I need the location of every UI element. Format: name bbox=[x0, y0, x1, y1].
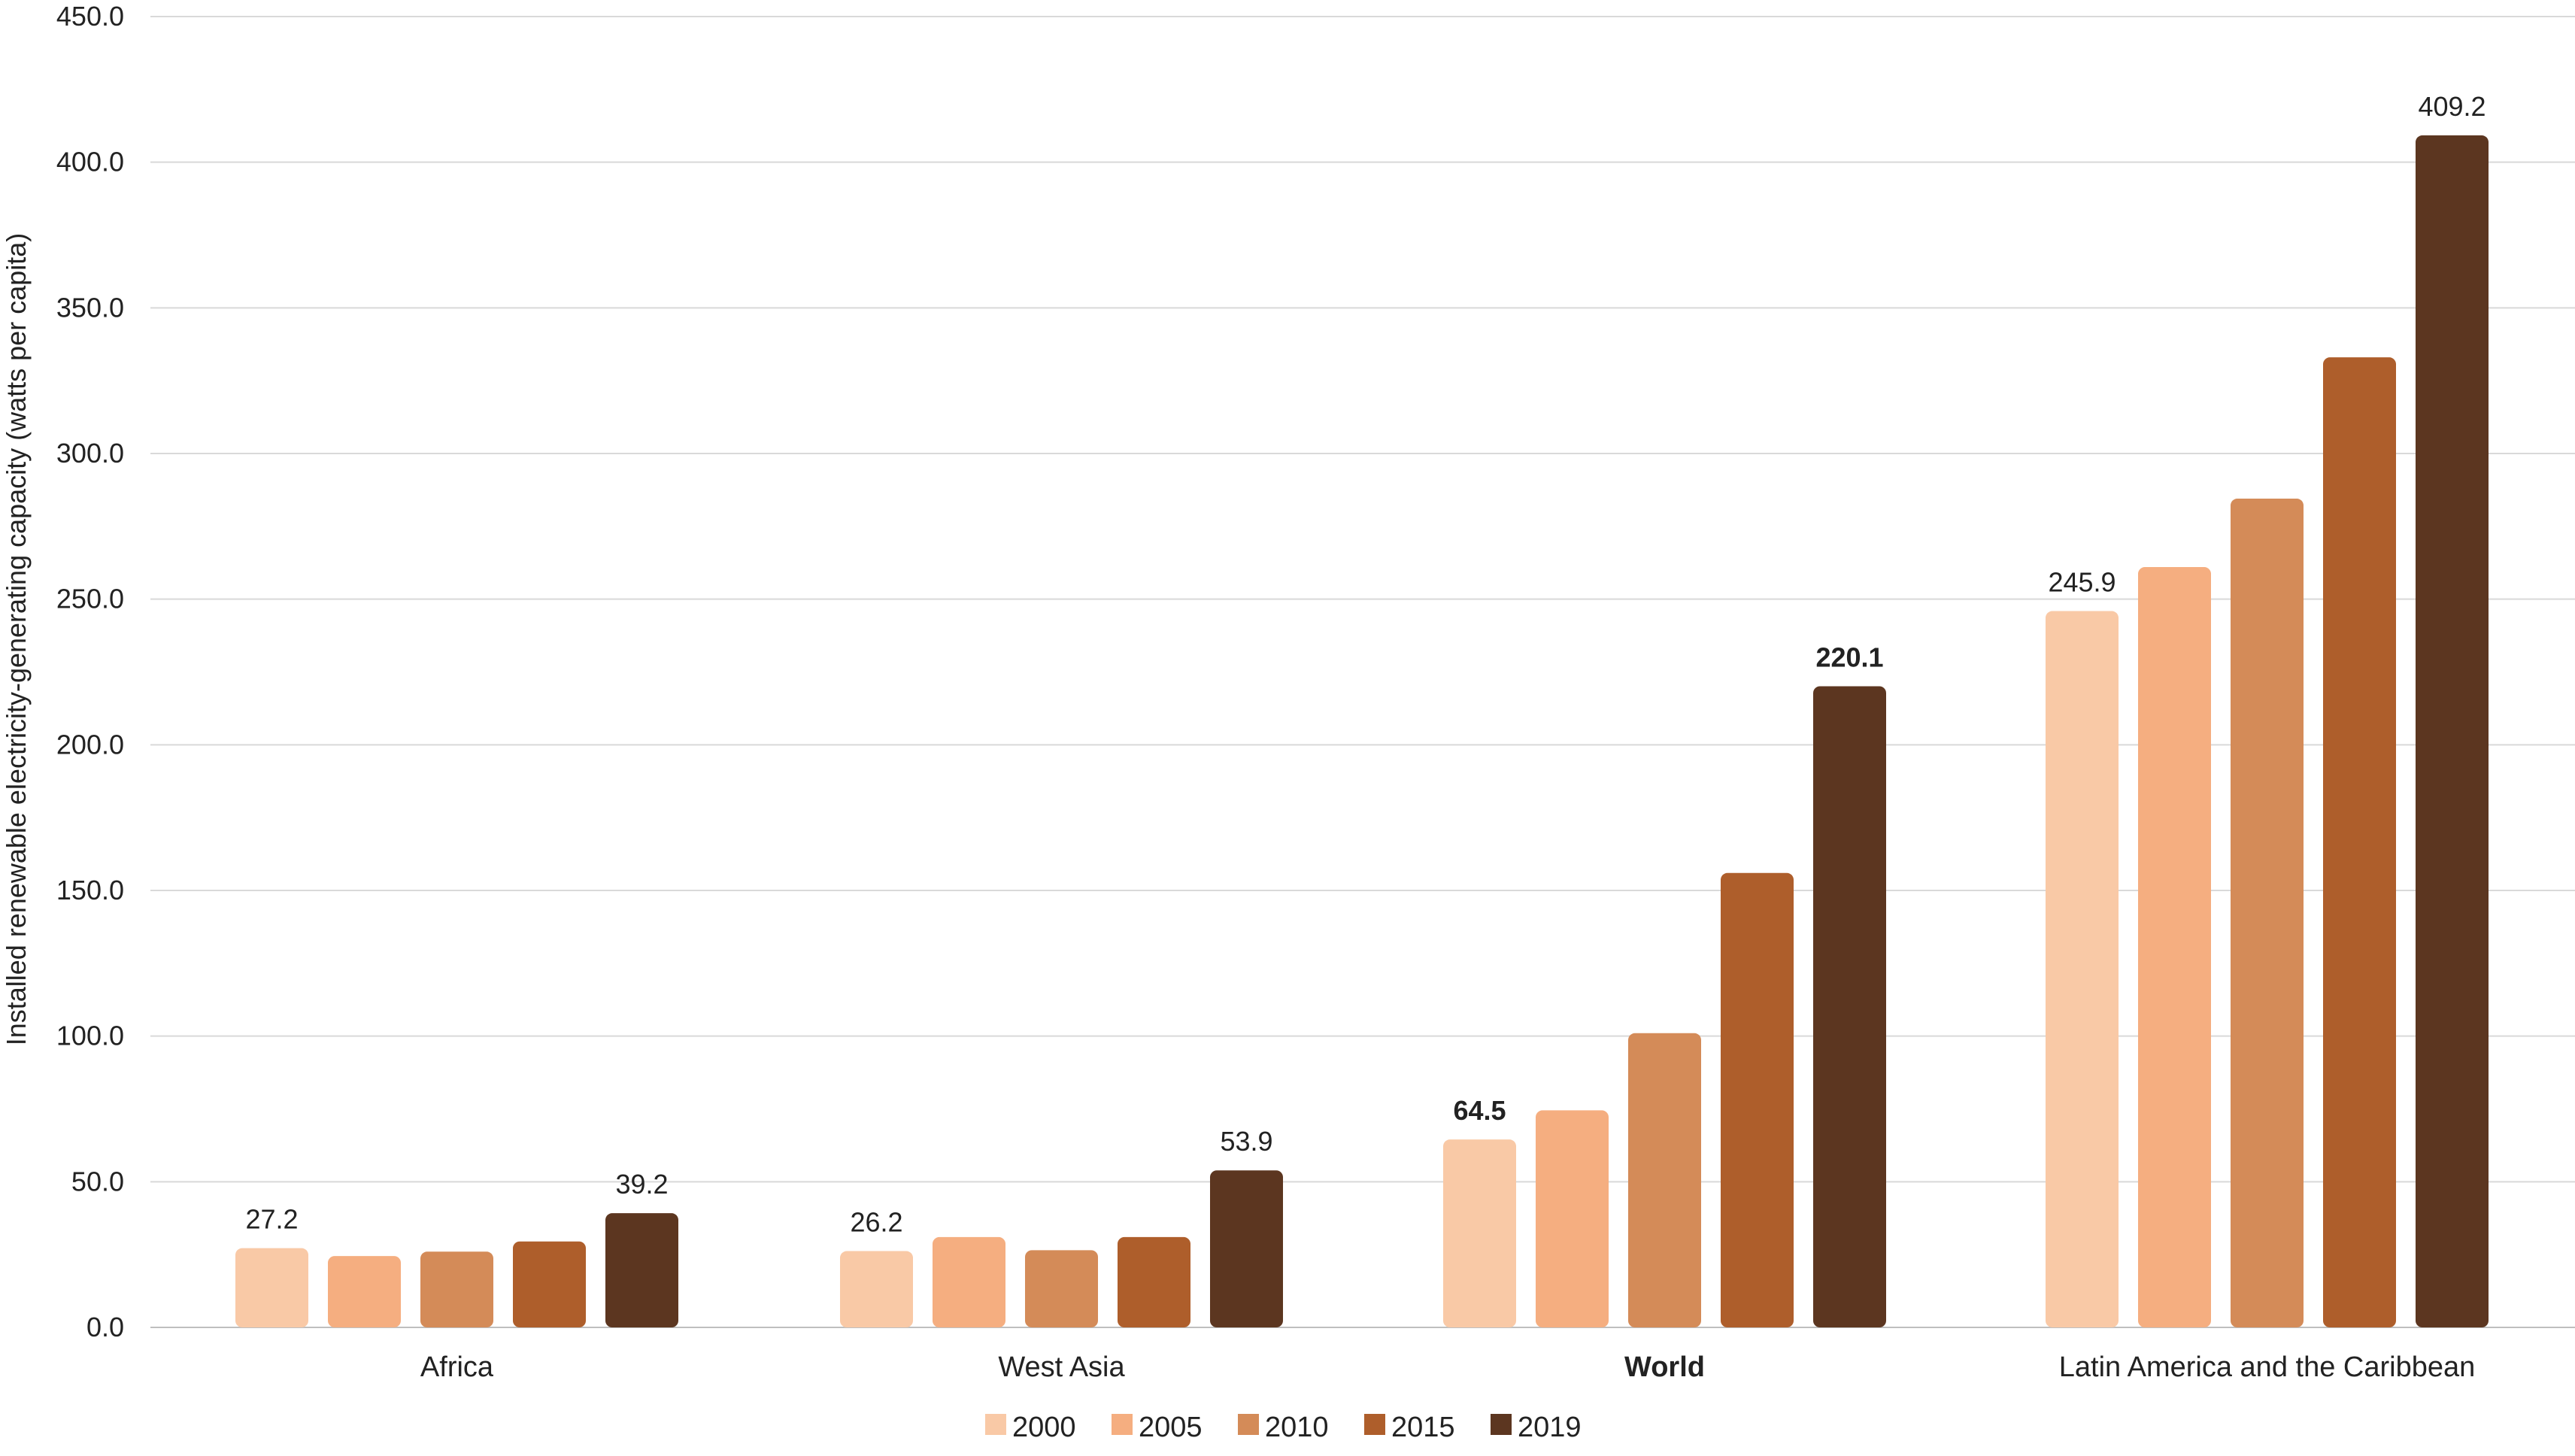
bar-west-asia-2000 bbox=[840, 1251, 913, 1327]
legend-swatch-2010 bbox=[1238, 1414, 1259, 1435]
y-tick-label: 150.0 bbox=[56, 875, 124, 905]
legend-label: 2005 bbox=[1139, 1412, 1203, 1443]
bar-west-asia-2019 bbox=[1210, 1170, 1283, 1327]
category-labels: Africa West Asia World Latin America and th… bbox=[420, 1351, 2475, 1383]
bar-world-2000 bbox=[1443, 1139, 1516, 1327]
y-tick-label: 450.0 bbox=[56, 1, 124, 32]
bar-latin-america-and-the-caribbean-2015 bbox=[2323, 357, 2396, 1328]
data-label: 39.2 bbox=[615, 1169, 668, 1200]
bars bbox=[235, 135, 2489, 1328]
data-label: 220.1 bbox=[1815, 642, 1883, 672]
data-label: 64.5 bbox=[1453, 1095, 1506, 1126]
legend-label: 2015 bbox=[1391, 1412, 1455, 1443]
data-label: 27.2 bbox=[245, 1204, 298, 1235]
y-tick-label: 0.0 bbox=[86, 1312, 124, 1342]
bar-africa-2019 bbox=[605, 1213, 678, 1327]
bar-latin-america-and-the-caribbean-2019 bbox=[2416, 135, 2489, 1328]
bar-world-2019 bbox=[1813, 686, 1886, 1327]
legend-label: 2019 bbox=[1518, 1412, 1582, 1443]
bar-world-2015 bbox=[1721, 872, 1794, 1327]
legend-swatch-2015 bbox=[1364, 1414, 1385, 1435]
bar-africa-2015 bbox=[513, 1241, 586, 1327]
bar-latin-america-and-the-caribbean-2010 bbox=[2231, 499, 2304, 1328]
bar-latin-america-and-the-caribbean-2005 bbox=[2138, 567, 2211, 1327]
category-label: Africa bbox=[420, 1351, 494, 1383]
legend-swatch-2019 bbox=[1491, 1414, 1512, 1435]
bar-west-asia-2010 bbox=[1025, 1250, 1098, 1327]
grid-lines bbox=[150, 16, 2575, 1328]
legend-swatch-2005 bbox=[1112, 1414, 1133, 1435]
category-label: West Asia bbox=[998, 1351, 1125, 1383]
legend-label: 2010 bbox=[1265, 1412, 1329, 1443]
y-tick-label: 350.0 bbox=[56, 292, 124, 323]
bar-africa-2005 bbox=[328, 1256, 401, 1327]
bar-world-2010 bbox=[1628, 1033, 1701, 1327]
bar-latin-america-and-the-caribbean-2000 bbox=[2046, 611, 2119, 1327]
y-tick-label: 250.0 bbox=[56, 584, 124, 614]
y-axis-label: Installed renewable electricity-generati… bbox=[1, 233, 32, 1046]
y-tick-label: 100.0 bbox=[56, 1021, 124, 1051]
legend-label: 2000 bbox=[1012, 1412, 1076, 1443]
legend: 2000 2005 2010 2015 2019 bbox=[985, 1412, 1582, 1443]
legend-swatch-2000 bbox=[985, 1414, 1006, 1435]
data-labels: 27.2 39.2 26.2 53.9 64.5 220.1 245.9 409.2 bbox=[245, 91, 2486, 1237]
bar-world-2005 bbox=[1536, 1110, 1609, 1327]
y-tick-label: 50.0 bbox=[71, 1166, 124, 1197]
bar-west-asia-2005 bbox=[933, 1236, 1005, 1327]
data-label: 53.9 bbox=[1220, 1126, 1272, 1157]
data-label: 409.2 bbox=[2418, 91, 2486, 122]
category-label: World bbox=[1624, 1351, 1705, 1383]
category-label: Latin America and the Caribbean bbox=[2059, 1351, 2475, 1383]
y-tick-label: 400.0 bbox=[56, 147, 124, 177]
bar-africa-2010 bbox=[420, 1251, 493, 1327]
y-tick-label: 200.0 bbox=[56, 729, 124, 760]
bar-west-asia-2015 bbox=[1118, 1236, 1190, 1327]
data-label: 245.9 bbox=[2048, 567, 2116, 598]
bar-africa-2000 bbox=[235, 1248, 308, 1327]
data-label: 26.2 bbox=[850, 1207, 902, 1238]
y-axis-ticks: 0.0 50.0 100.0 150.0 200.0 250.0 300.0 350.0 400… bbox=[56, 1, 124, 1342]
y-tick-label: 300.0 bbox=[56, 438, 124, 469]
